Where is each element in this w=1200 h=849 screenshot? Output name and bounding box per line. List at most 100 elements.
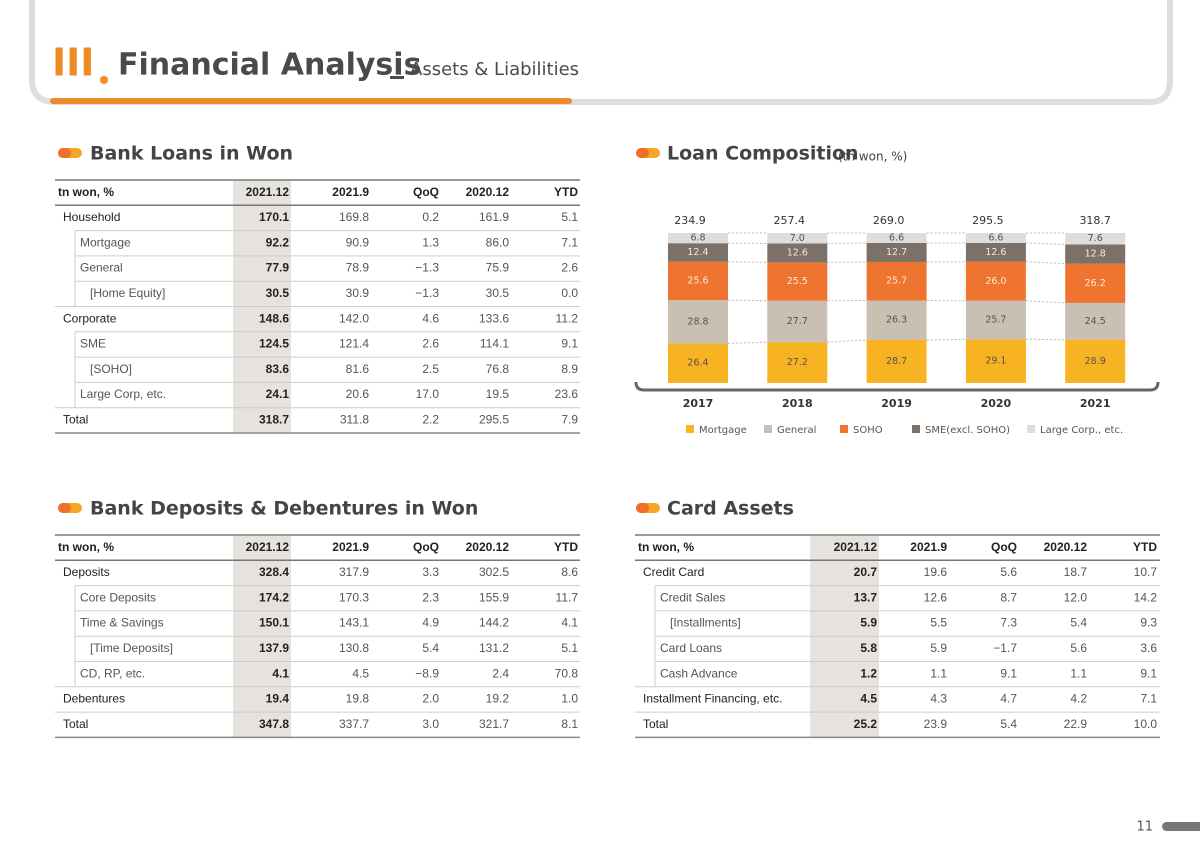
column-header: 2020.12 (1044, 540, 1088, 554)
cell-value: 25.2 (854, 717, 878, 731)
cell-value: 317.9 (339, 565, 369, 579)
cell-value: 150.1 (259, 616, 289, 630)
table-unit: tn won, % (58, 540, 114, 554)
cell-value: 1.1 (1070, 666, 1087, 680)
row-label: Total (63, 413, 88, 427)
connector (1025, 300, 1066, 304)
segment-label: 28.7 (886, 356, 907, 367)
cell-value: 1.1 (930, 666, 947, 680)
cell-value: 161.9 (479, 210, 509, 224)
cell-value: 17.0 (416, 387, 440, 401)
total-label: 257.4 (774, 214, 806, 227)
bar-segment (767, 342, 828, 383)
cell-value: 124.5 (259, 337, 289, 351)
row-label: CD, RP, etc. (80, 666, 145, 680)
cell-value: 9.1 (1140, 666, 1157, 680)
cell-value: 5.1 (561, 641, 578, 655)
cell-value: 90.9 (346, 235, 370, 249)
cell-value: 142.0 (339, 311, 369, 325)
cell-value: 0.0 (561, 286, 578, 300)
cell-value: 302.5 (479, 565, 509, 579)
bar-segment (1065, 302, 1126, 340)
column-header: 2021.9 (332, 185, 369, 199)
cell-value: 4.2 (1070, 692, 1087, 706)
total-label: 318.7 (1079, 214, 1111, 227)
bar-segment (767, 243, 828, 263)
cell-value: 170.3 (339, 590, 369, 604)
cell-value: 23.6 (555, 387, 579, 401)
cell-value: 8.6 (561, 565, 578, 579)
connector (727, 261, 768, 263)
bar-segment (965, 242, 1026, 262)
cell-value: 7.1 (561, 235, 578, 249)
cell-value: 83.6 (266, 362, 290, 376)
segment-label: 25.7 (886, 276, 907, 287)
cell-value: 4.3 (930, 692, 947, 706)
segment-label: 7.0 (790, 233, 805, 244)
cell-value: 19.4 (266, 692, 290, 706)
x-tick-label: 2017 (683, 397, 714, 410)
table-unit: tn won, % (58, 185, 114, 199)
column-header: YTD (1133, 540, 1157, 554)
bar-segment (866, 339, 927, 383)
cell-value: 76.8 (486, 362, 510, 376)
cell-value: 92.2 (266, 235, 290, 249)
column-header: 2020.12 (466, 185, 510, 199)
cell-value: 70.8 (555, 666, 579, 680)
section-title: Bank Deposits & Debentures in Won (90, 498, 478, 520)
cell-value: 5.6 (1070, 641, 1087, 655)
legend-swatch (912, 425, 920, 433)
segment-label: 12.6 (985, 247, 1006, 258)
cell-value: 114.1 (480, 337, 509, 351)
cell-value: 23.9 (924, 717, 948, 731)
cell-value: 10.7 (1134, 565, 1158, 579)
row-label: Total (643, 717, 668, 731)
cell-value: 130.8 (339, 641, 369, 655)
bar-segment (965, 233, 1026, 243)
cell-value: 86.0 (486, 235, 510, 249)
cell-value: 144.2 (479, 616, 509, 630)
bar-segment (866, 300, 927, 340)
row-label: Large Corp, etc. (80, 387, 166, 401)
column-header: 2021.9 (332, 540, 369, 554)
cell-value: −8.9 (415, 666, 439, 680)
row-label: Corporate (63, 311, 117, 325)
cell-value: 8.9 (561, 362, 578, 376)
cell-value: 4.7 (1000, 692, 1017, 706)
segment-label: 27.7 (787, 316, 808, 327)
cell-value: 12.6 (924, 590, 948, 604)
cell-value: 30.5 (486, 286, 510, 300)
bar-segment (965, 300, 1026, 340)
cell-value: 10.0 (1134, 717, 1158, 731)
row-label: [Time Deposits] (90, 641, 173, 655)
cell-value: 0.2 (422, 210, 439, 224)
cell-value: 12.0 (1064, 590, 1088, 604)
connector (827, 339, 867, 343)
segment-label: 29.1 (985, 356, 1006, 367)
section-icon (58, 503, 71, 513)
bar-segment (866, 261, 927, 301)
column-header: 2021.9 (910, 540, 947, 554)
segment-label: 6.6 (889, 232, 904, 243)
bar-segment (866, 233, 927, 243)
cell-value: 20.6 (346, 387, 370, 401)
segment-label: 12.8 (1085, 249, 1106, 260)
row-label: Total (63, 717, 88, 731)
cell-value: 5.5 (930, 616, 947, 630)
segment-label: 6.6 (988, 232, 1003, 243)
section-icon (636, 148, 649, 158)
row-label: Credit Sales (660, 590, 725, 604)
cell-value: 143.1 (339, 616, 369, 630)
bar-segment (668, 233, 728, 244)
legend-swatch (1027, 425, 1035, 433)
column-header: QoQ (413, 540, 439, 554)
bar-segment (668, 261, 728, 301)
cell-value: 318.7 (259, 413, 289, 427)
bar-segment (668, 343, 728, 383)
cell-value: 2.5 (422, 362, 439, 376)
cell-value: 2.3 (422, 590, 439, 604)
cell-value: 18.7 (1064, 565, 1088, 579)
cell-value: 5.8 (860, 641, 877, 655)
cell-value: 170.1 (259, 210, 289, 224)
